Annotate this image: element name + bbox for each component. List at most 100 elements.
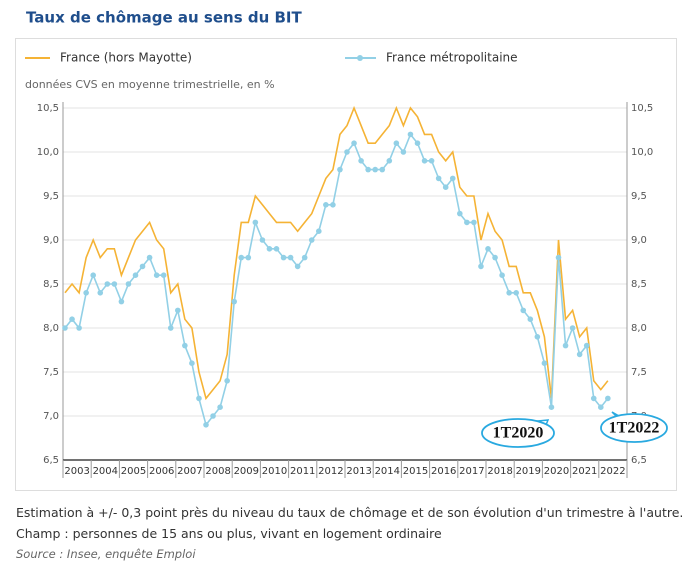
- point: [104, 281, 111, 287]
- point: [301, 254, 308, 261]
- point: [146, 254, 153, 261]
- y2-tick-label: 8,0: [631, 323, 647, 334]
- point: [499, 272, 505, 279]
- point: [605, 395, 611, 402]
- x-tick-label: 2006: [149, 466, 174, 477]
- point: [583, 342, 590, 349]
- y2-tick-label: 9,0: [631, 235, 647, 246]
- x-tick-label: 2015: [403, 466, 428, 477]
- y2-tick-label: 10,0: [631, 147, 653, 158]
- x-tick-label: 2007: [177, 466, 202, 477]
- point: [449, 175, 456, 182]
- point: [69, 316, 75, 323]
- note: Champ : personnes de 15 ans ou plus, viv…: [16, 526, 442, 541]
- point: [598, 404, 604, 411]
- point: [548, 404, 555, 411]
- point: [196, 395, 202, 402]
- point: [421, 158, 428, 164]
- point: [210, 413, 216, 419]
- chart-title: Taux de chômage au sens du BIT: [26, 9, 302, 27]
- y-tick-label: 10,5: [37, 103, 59, 114]
- point: [76, 325, 82, 331]
- chart-subtitle: données CVS en moyenne trimestrielle, en…: [25, 78, 275, 91]
- point: [464, 219, 470, 226]
- y-tick-label: 7,5: [43, 367, 59, 378]
- point: [97, 290, 104, 296]
- point: [428, 158, 435, 164]
- point: [167, 325, 174, 331]
- point: [569, 325, 576, 331]
- series-line: [64, 105, 609, 401]
- x-tick-label: 2005: [121, 466, 146, 477]
- point: [400, 149, 407, 155]
- point: [513, 290, 519, 296]
- y-tick-label: 8,0: [43, 323, 59, 334]
- point: [83, 290, 89, 296]
- point: [457, 210, 463, 217]
- point: [372, 166, 379, 173]
- legend-label: France métropolitaine: [386, 51, 518, 65]
- y2-tick-label: 9,5: [631, 191, 647, 202]
- point: [365, 166, 371, 173]
- point: [506, 290, 512, 296]
- point: [245, 254, 252, 261]
- point: [111, 281, 118, 287]
- chart-frame: [15, 38, 677, 491]
- point: [125, 281, 132, 287]
- callout: [481, 418, 555, 448]
- point: [238, 254, 245, 261]
- point: [62, 325, 68, 331]
- point: [294, 263, 301, 270]
- y-tick-label: 8,5: [43, 279, 59, 290]
- point: [153, 272, 160, 279]
- source: Source : Insee, enquête Emploi: [16, 547, 196, 561]
- point: [252, 219, 259, 226]
- y-tick-label: 6,5: [43, 455, 59, 466]
- callout: [600, 413, 668, 443]
- x-tick-label: 2010: [262, 466, 287, 477]
- y-tick-label: 9,5: [43, 191, 59, 202]
- point: [175, 307, 181, 314]
- point: [323, 202, 329, 208]
- point: [280, 254, 287, 261]
- annotation: 1T2020: [493, 425, 544, 442]
- y-tick-label: 7,0: [43, 411, 59, 422]
- x-tick-label: 2017: [459, 466, 484, 477]
- point: [316, 228, 322, 234]
- y2-tick-label: 7,5: [631, 367, 647, 378]
- point: [414, 140, 421, 146]
- chart: Taux de chômage au sens du BIT France (h…: [15, 9, 677, 491]
- x-tick-label: 2008: [205, 466, 230, 477]
- point: [590, 395, 597, 402]
- point: [189, 360, 195, 367]
- x-tick-label: 2020: [544, 466, 569, 477]
- legend-marker: [357, 55, 363, 61]
- y2-tick-label: 6,5: [631, 455, 647, 466]
- point: [520, 307, 527, 314]
- point: [576, 351, 583, 358]
- x-tick-label: 2004: [93, 466, 118, 477]
- point: [337, 166, 343, 173]
- series-line: [64, 132, 609, 427]
- point: [555, 254, 562, 261]
- point: [231, 298, 237, 305]
- point: [407, 131, 414, 138]
- x-tick-label: 2009: [234, 466, 259, 477]
- point: [203, 422, 209, 428]
- point: [308, 237, 315, 243]
- point: [259, 237, 266, 243]
- point: [471, 219, 477, 226]
- point: [386, 158, 393, 164]
- point: [442, 184, 449, 190]
- x-tick-label: 2011: [290, 466, 315, 477]
- point: [478, 263, 484, 270]
- x-tick-label: 2013: [346, 466, 371, 477]
- x-tick-label: 2003: [64, 466, 89, 477]
- point: [534, 334, 541, 340]
- point: [160, 272, 167, 279]
- point: [485, 246, 491, 252]
- x-tick-label: 2018: [487, 466, 512, 477]
- point: [182, 342, 188, 349]
- x-tick-label: 2012: [318, 466, 343, 477]
- point: [273, 246, 280, 252]
